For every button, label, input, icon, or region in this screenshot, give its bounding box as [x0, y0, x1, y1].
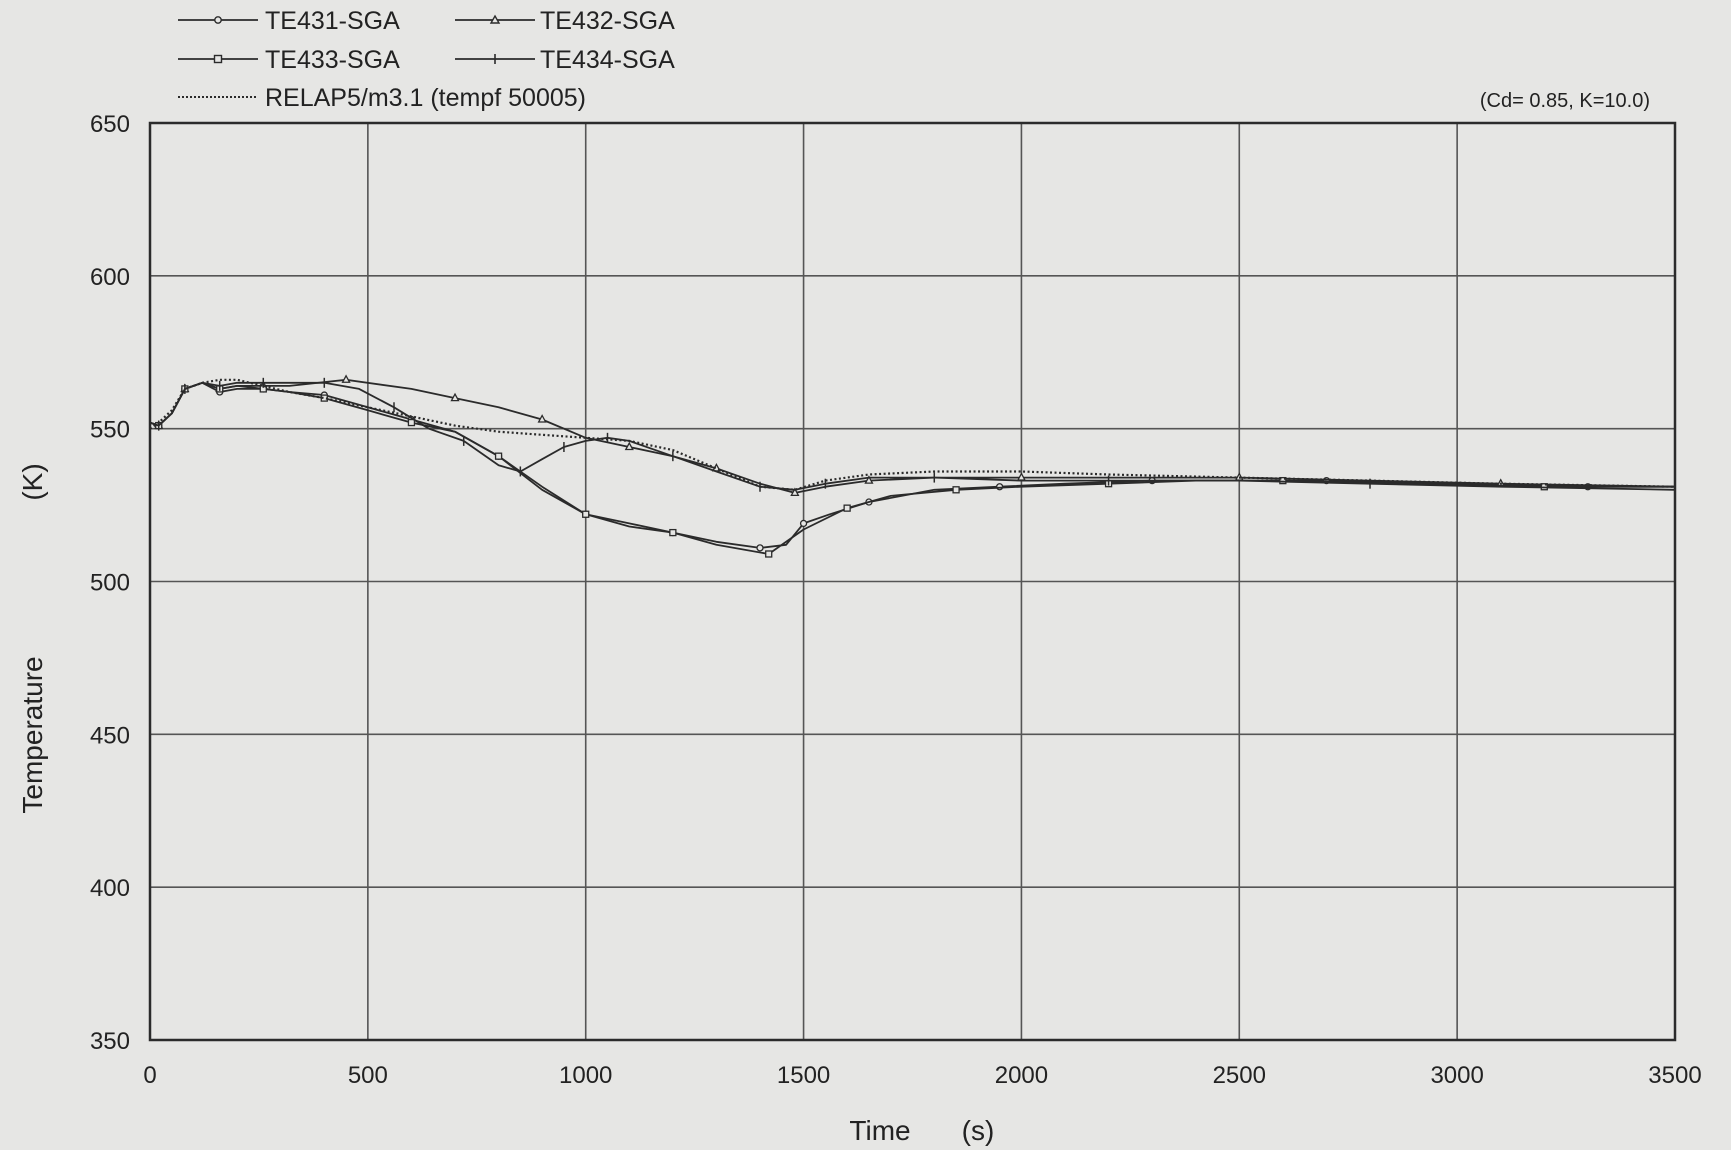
data-point-te433-sga-21	[843, 504, 851, 512]
legend-marker-square	[213, 54, 223, 64]
y-tick-label-650: 650	[90, 111, 130, 138]
plot-frame	[148, 121, 1677, 1042]
y-axis-label: Temperature	[17, 656, 48, 813]
data-point-te432-sga-11	[450, 392, 460, 402]
y-tick-label-350: 350	[90, 1028, 130, 1055]
y-tick-labels: 650 600 550 500 450 400 350	[90, 111, 130, 1055]
parameter-annotation: (Cd= 0.85, K=10.0)	[1480, 90, 1650, 112]
legend-label-relap5: RELAP5/m3.1 (tempf 50005)	[265, 84, 586, 112]
data-point-te433-sga-23	[952, 486, 960, 494]
legend-entry-te432: TE432-SGA	[455, 7, 675, 35]
x-tick-label-1000: 1000	[559, 1062, 612, 1089]
data-point-te432-sga-15	[624, 441, 634, 451]
legend-label-te433: TE433-SGA	[265, 46, 400, 74]
x-tick-label-3000: 3000	[1430, 1062, 1483, 1089]
series-line-te431-sga	[149, 381, 1675, 549]
data-point-te433-sga-15	[582, 510, 590, 518]
y-tick-label-500: 500	[90, 570, 130, 597]
series-line-relap5-m3-1-tempf-50005	[149, 378, 1676, 491]
data-point-te433-sga-11	[407, 418, 416, 427]
x-tick-labels: 0 500 1000 1500 2000 2500 3000 3500	[143, 1062, 1701, 1089]
y-tick-label-550: 550	[90, 417, 130, 444]
series-relap5-m3-1-tempf-50005	[149, 378, 1676, 491]
x-tick-label-0: 0	[143, 1062, 156, 1089]
legend-marker-circle	[214, 16, 222, 24]
y-axis-unit: (K)	[17, 463, 48, 500]
data-point-te432-sga-21	[864, 475, 874, 484]
series-line-te434-sga	[149, 381, 1676, 491]
legend-entry-te431: TE431-SGA	[178, 7, 400, 35]
legend-marker-triangle	[489, 14, 501, 24]
y-tick-label-400: 400	[90, 875, 130, 902]
data-point-te432-sga-9	[341, 374, 351, 383]
y-tick-label-600: 600	[90, 264, 130, 291]
data-point-te433-sga-19	[765, 550, 773, 558]
legend-label-te432: TE432-SGA	[540, 7, 675, 35]
legend-entry-te434: TE434-SGA	[455, 46, 675, 74]
x-tick-label-2500: 2500	[1213, 1062, 1266, 1089]
data-point-te432-sga-19	[790, 487, 800, 497]
legend-entry-te433: TE433-SGA	[178, 46, 400, 74]
data-point-te431-sga-19	[756, 544, 764, 552]
x-axis-label: Time	[849, 1115, 910, 1146]
data-point-te433-sga-27	[1279, 476, 1287, 485]
x-tick-label-2000: 2000	[995, 1062, 1048, 1089]
data-point-te432-sga-13	[537, 414, 547, 423]
x-axis-unit: (s)	[962, 1115, 995, 1146]
x-tick-label-500: 500	[348, 1062, 388, 1089]
grid	[149, 122, 1676, 1041]
data-point-te433-sga-13	[494, 452, 503, 460]
legend-label-te431: TE431-SGA	[265, 7, 400, 35]
data-point-te433-sga-17	[669, 528, 677, 537]
data-point-te431-sga-21	[799, 519, 808, 528]
legend-label-te434: TE434-SGA	[540, 46, 675, 74]
y-tick-label-450: 450	[90, 722, 130, 749]
x-tick-label-1500: 1500	[777, 1062, 830, 1089]
x-tick-label-3500: 3500	[1648, 1062, 1701, 1089]
legend-entry-relap5: RELAP5/m3.1 (tempf 50005)	[178, 84, 586, 112]
series-group	[149, 374, 1676, 558]
legend: TE431-SGA TE432-SGA TE433-SGA TE434-SGA …	[178, 7, 675, 112]
